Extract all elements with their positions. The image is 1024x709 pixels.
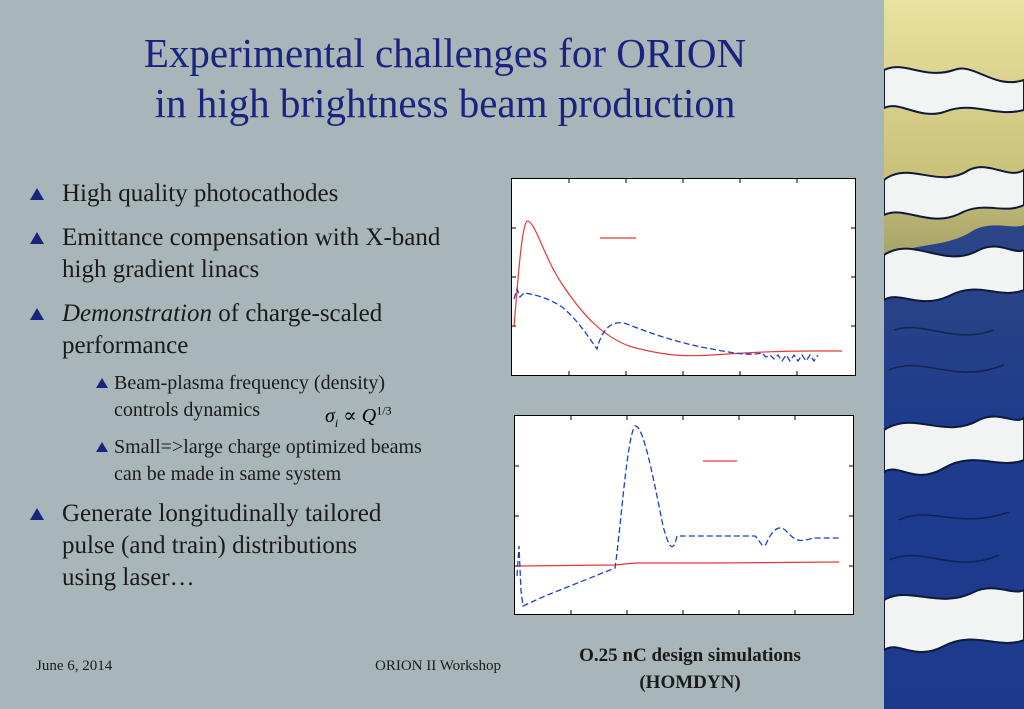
plot-caption: O.25 nC design simulations (HOMDYN): [579, 645, 801, 693]
bullet-triangle-icon: [30, 308, 44, 320]
blue-curve: [516, 425, 839, 607]
sub-bullet-item: Beam-plasma frequency (density) controls…: [72, 370, 444, 424]
slide-title: Experimental challenges for ORION in hig…: [20, 28, 870, 128]
blue-curve: [513, 286, 819, 363]
bullet-item: High quality photocathodes: [30, 178, 480, 210]
upper-plot: [511, 178, 856, 376]
footer-center: ORION II Workshop: [375, 658, 502, 674]
bullet-item: Generate longitudinally tailored pulse (…: [30, 498, 392, 594]
red-curve: [516, 561, 840, 567]
bullet-triangle-icon: [96, 442, 108, 452]
lower-plot: [514, 415, 854, 615]
bullet-triangle-icon: [96, 378, 108, 388]
red-curve: [513, 220, 842, 357]
bullet-item: Emittance compensation with X-band high …: [30, 222, 480, 286]
bullet-triangle-icon: [30, 188, 44, 200]
bullet-triangle-icon: [30, 508, 44, 520]
upper-plot-svg: [512, 179, 855, 375]
footer-date: June 6, 2014: [36, 658, 113, 674]
lower-plot-svg: [515, 416, 853, 614]
bullet-list: High quality photocathodes Emittance com…: [30, 178, 480, 606]
bullet-triangle-icon: [30, 232, 44, 244]
title-line-1: Experimental challenges for ORION: [143, 30, 747, 76]
decorative-wave-image: [884, 0, 1024, 709]
title-line-2: in high brightness beam production: [154, 80, 736, 126]
sub-bullet-item: Small=>large charge optimized beams can …: [72, 434, 444, 488]
scaling-formula: σi ∝ Q1/3: [325, 403, 392, 430]
bullet-item: Demonstration of charge-scaled performan…: [30, 298, 480, 362]
